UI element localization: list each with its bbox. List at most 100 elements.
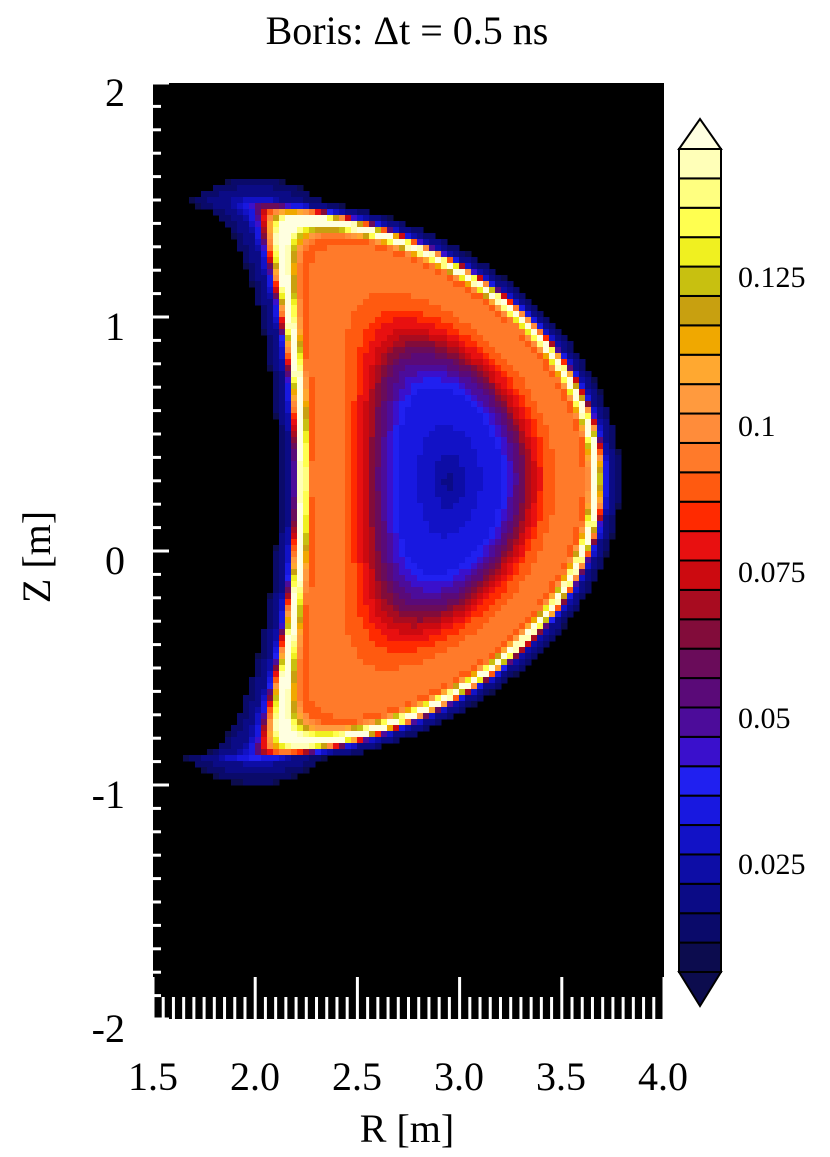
heatmap-cell — [285, 419, 292, 426]
heatmap-cell — [351, 701, 358, 708]
heatmap-cell — [429, 713, 436, 720]
heatmap-cell — [585, 449, 592, 456]
heatmap-cell — [471, 395, 478, 402]
heatmap-cell — [459, 491, 466, 498]
heatmap-cell — [471, 557, 478, 564]
heatmap-cell — [333, 281, 340, 288]
heatmap-cell — [327, 257, 334, 264]
heatmap-cell — [351, 287, 358, 294]
colorbar-tick-label: 0.075 — [738, 556, 806, 589]
heatmap-cell — [279, 281, 286, 288]
heatmap-cell — [459, 407, 466, 414]
heatmap-cell — [345, 455, 352, 462]
heatmap-cell — [363, 377, 370, 384]
heatmap-cell — [405, 233, 412, 240]
heatmap-cell — [519, 341, 526, 348]
heatmap-cell — [501, 371, 508, 378]
heatmap-cell — [315, 671, 322, 678]
heatmap-cell — [429, 533, 436, 540]
heatmap-cell — [453, 299, 460, 306]
heatmap-cell — [399, 359, 406, 366]
heatmap-cell — [483, 467, 490, 474]
heatmap-cell — [345, 743, 352, 750]
heatmap-cell — [357, 677, 364, 684]
heatmap-cell — [375, 413, 382, 420]
heatmap-cell — [249, 713, 256, 720]
heatmap-cell — [303, 671, 310, 678]
heatmap-cell — [453, 635, 460, 642]
heatmap-cell — [411, 443, 418, 450]
heatmap-cell — [525, 593, 532, 600]
heatmap-cell — [369, 551, 376, 558]
heatmap-cell — [333, 221, 340, 228]
heatmap-cell — [501, 293, 508, 300]
heatmap-cell — [381, 713, 388, 720]
heatmap-cell — [579, 587, 586, 594]
heatmap-cell — [543, 365, 550, 372]
heatmap-cell — [447, 383, 454, 390]
heatmap-cell — [429, 293, 436, 300]
heatmap-cell — [495, 329, 502, 336]
heatmap-cell — [459, 317, 466, 324]
heatmap-cell — [291, 329, 298, 336]
heatmap-cell — [387, 227, 394, 234]
heatmap-cell — [429, 485, 436, 492]
heatmap-cell — [297, 263, 304, 270]
heatmap-cell — [291, 209, 298, 216]
heatmap-cell — [261, 287, 268, 294]
x-tick-label: 2.5 — [332, 1054, 382, 1099]
heatmap-cell — [303, 245, 310, 252]
heatmap-cell — [279, 761, 286, 768]
heatmap-cell — [333, 461, 340, 468]
heatmap-cell — [513, 311, 520, 318]
heatmap-cell — [435, 317, 442, 324]
heatmap-cell — [423, 407, 430, 414]
heatmap-cell — [375, 449, 382, 456]
heatmap-cell — [285, 527, 292, 534]
heatmap-cell — [471, 335, 478, 342]
heatmap-cell — [531, 455, 538, 462]
heatmap-cell — [387, 251, 394, 258]
heatmap-cell — [513, 599, 520, 606]
heatmap-cell — [519, 323, 526, 330]
heatmap-cell — [345, 509, 352, 516]
heatmap-cell — [507, 293, 514, 300]
heatmap-cell — [549, 545, 556, 552]
heatmap-cell — [249, 779, 256, 786]
heatmap-cell — [477, 503, 484, 510]
heatmap-cell — [453, 341, 460, 348]
heatmap-cell — [279, 473, 286, 480]
heatmap-cell — [381, 431, 388, 438]
heatmap-cell — [453, 335, 460, 342]
heatmap-cell — [513, 479, 520, 486]
heatmap-cell — [315, 479, 322, 486]
heatmap-cell — [507, 467, 514, 474]
heatmap-cell — [459, 311, 466, 318]
heatmap-cell — [537, 503, 544, 510]
heatmap-cell — [537, 539, 544, 546]
heatmap-cell — [273, 611, 280, 618]
heatmap-cell — [387, 677, 394, 684]
heatmap-cell — [399, 539, 406, 546]
heatmap-cell — [393, 611, 400, 618]
heatmap-cell — [513, 593, 520, 600]
heatmap-cell — [309, 617, 316, 624]
heatmap-cell — [285, 311, 292, 318]
heatmap-cell — [321, 755, 328, 762]
heatmap-cell — [345, 485, 352, 492]
heatmap-cell — [285, 233, 292, 240]
heatmap-cell — [345, 599, 352, 606]
heatmap-cell — [399, 347, 406, 354]
heatmap-cell — [369, 443, 376, 450]
heatmap-cell — [381, 473, 388, 480]
heatmap-cell — [423, 365, 430, 372]
heatmap-cell — [399, 497, 406, 504]
heatmap-cell — [399, 263, 406, 270]
heatmap-cell — [291, 323, 298, 330]
heatmap-cell — [339, 641, 346, 648]
heatmap-cell — [303, 497, 310, 504]
heatmap-cell — [429, 521, 436, 528]
heatmap-cell — [279, 479, 286, 486]
heatmap-cell — [357, 389, 364, 396]
heatmap-cell — [519, 617, 526, 624]
